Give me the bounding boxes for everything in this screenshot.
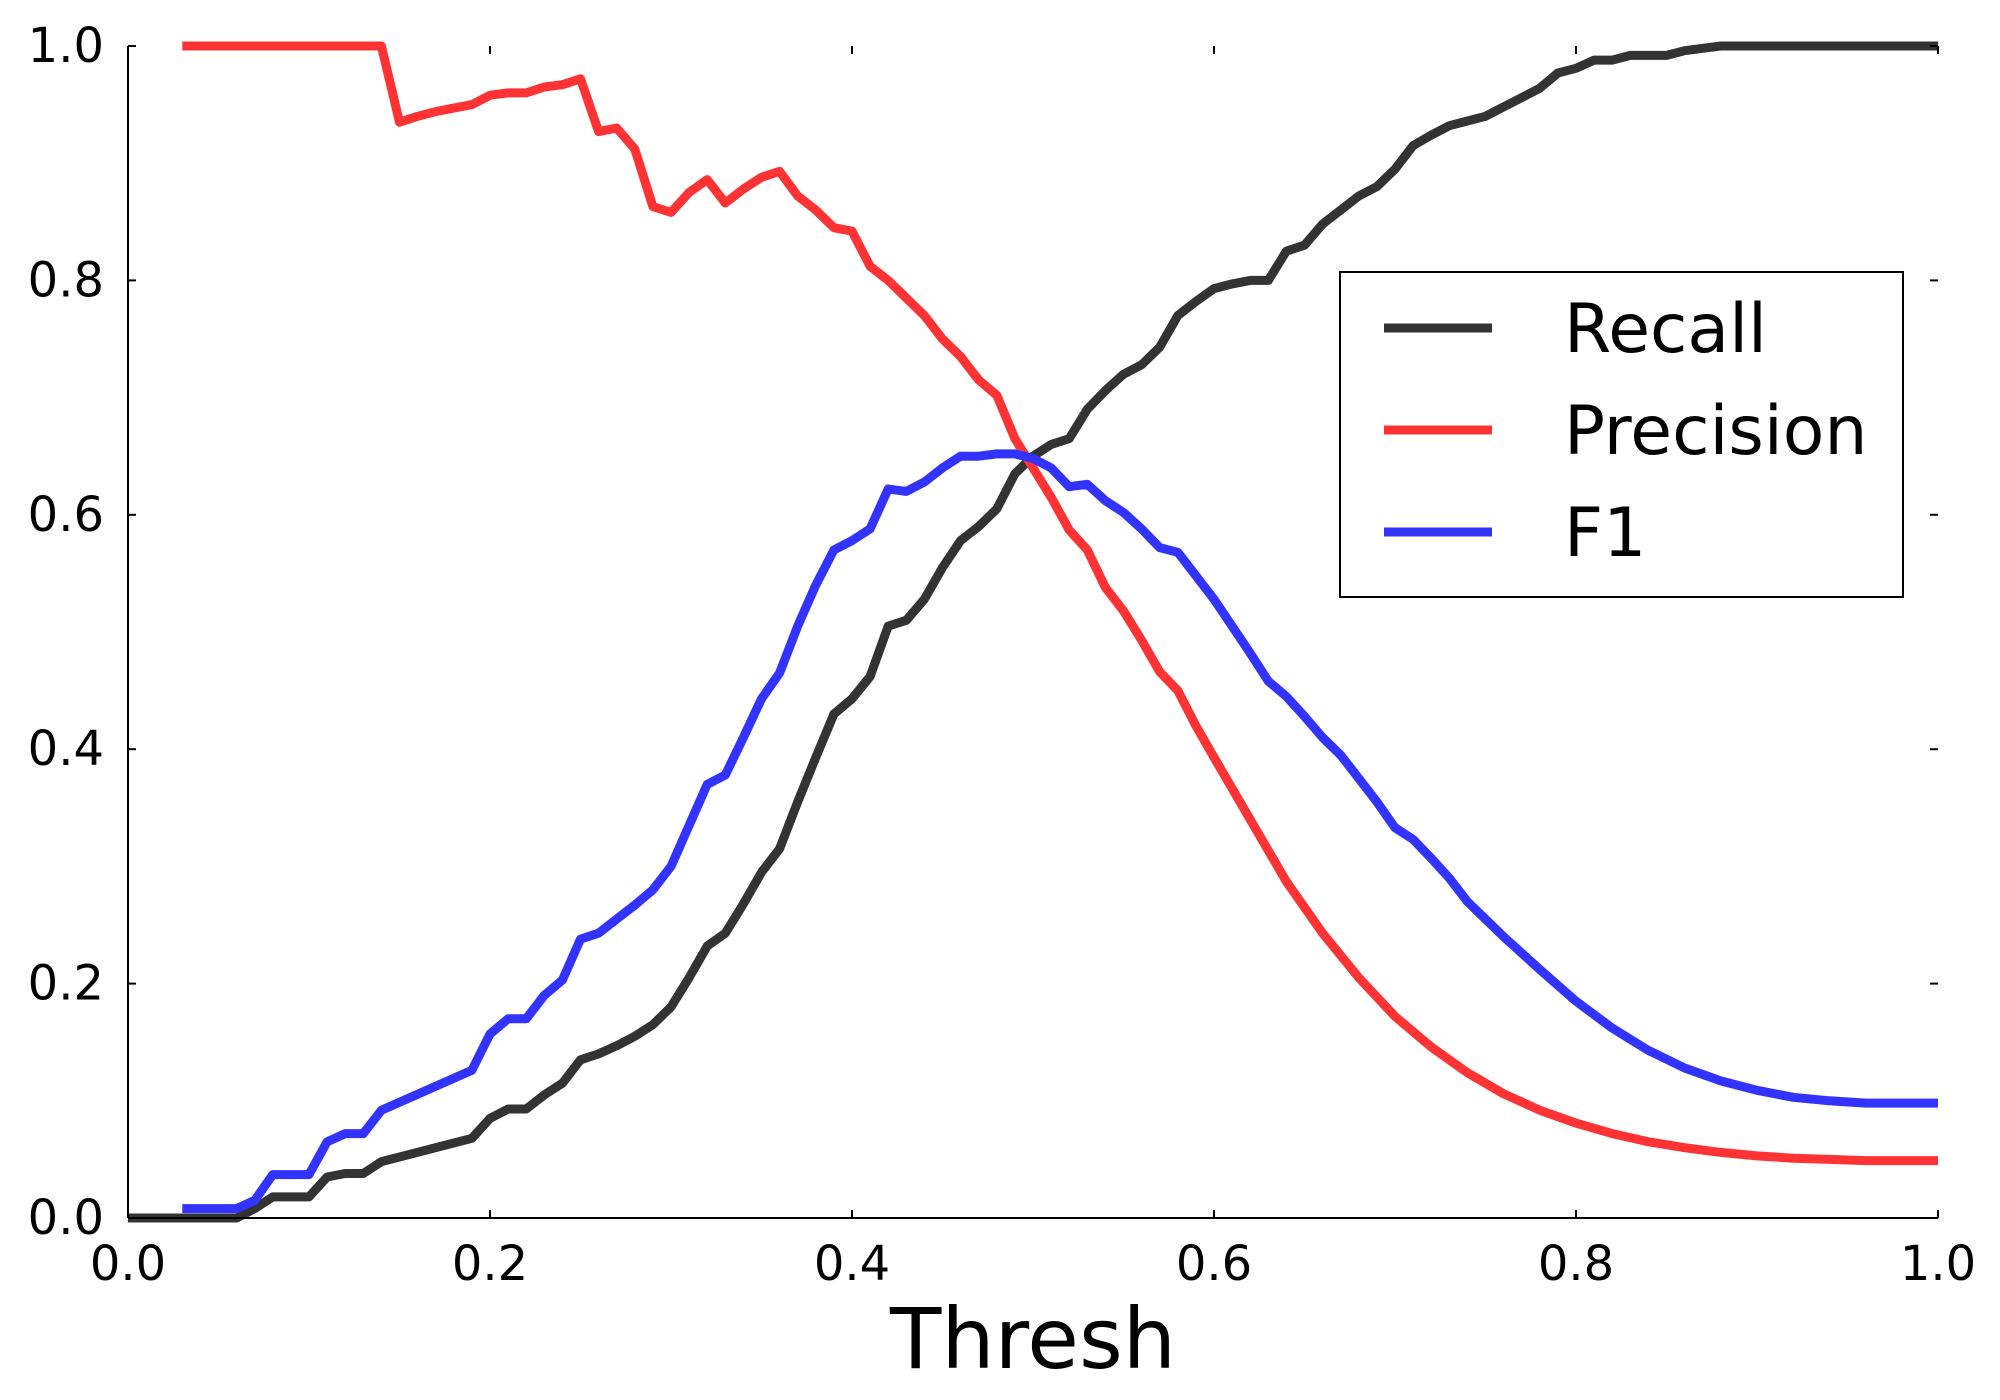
series-line-f1 [182, 449, 1938, 1214]
x-tick-label: 0.4 [814, 1236, 890, 1292]
x-tick-label: 0.2 [452, 1236, 528, 1292]
y-tick-label: 0.8 [28, 252, 104, 308]
x-tick-label: 0.8 [1538, 1236, 1614, 1292]
legend-label-f1: F1 [1564, 494, 1646, 573]
x-axis-title: Thresh [889, 1290, 1176, 1388]
y-tick-label: 0.2 [28, 956, 104, 1012]
y-tick-label: 0.4 [28, 721, 104, 777]
x-tick-label: 0.6 [1176, 1236, 1252, 1292]
legend: Recall Precision F1 [1339, 271, 1904, 598]
y-tick-label: 0.0 [28, 1190, 104, 1246]
axes-layer: 0.0 0.2 0.4 0.6 0.8 1.0 0.0 0.2 0.4 0.6 0.8 1.0 [28, 18, 1977, 1292]
series-line-precision [182, 41, 1938, 1166]
x-tick-label: 1.0 [1900, 1236, 1976, 1292]
y-tick-label: 0.6 [28, 487, 104, 543]
legend-label-recall: Recall [1564, 290, 1767, 369]
y-tick-label: 1.0 [28, 18, 104, 74]
series-layer [128, 41, 1938, 1223]
legend-label-precision: Precision [1564, 392, 1867, 471]
series-line-recall [128, 41, 1938, 1223]
x-tick-label: 0.0 [90, 1236, 166, 1292]
